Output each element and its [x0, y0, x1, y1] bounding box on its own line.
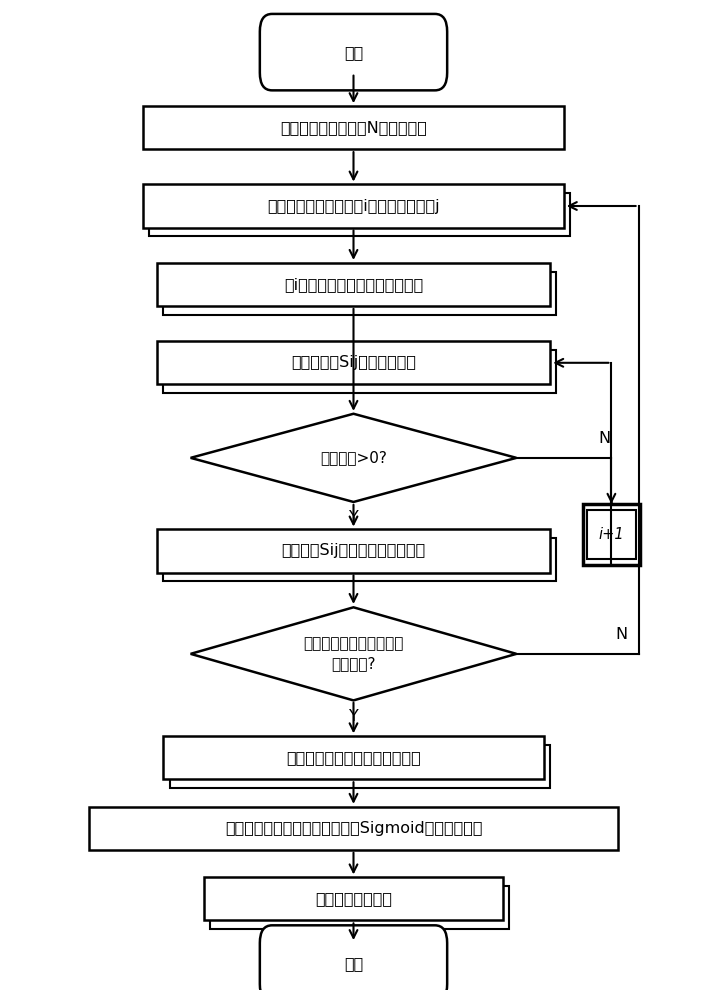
FancyBboxPatch shape	[260, 925, 447, 1000]
Text: 第i个样本各尺度小波域模极大值: 第i个样本各尺度小波域模极大值	[284, 277, 423, 292]
Bar	[143, 184, 564, 228]
Bar	[163, 350, 556, 393]
Bar	[163, 736, 544, 779]
Text: 基于非线性支持向量机特征聚类: 基于非线性支持向量机特征聚类	[286, 750, 421, 765]
Text: Y: Y	[349, 510, 358, 525]
Text: 所有样本各尺度李氏指数
判断完毕?: 所有样本各尺度李氏指数 判断完毕?	[303, 636, 404, 671]
Text: 采样标准件无缺陷处N个信号样本: 采样标准件无缺陷处N个信号样本	[280, 120, 427, 135]
Bar	[170, 745, 549, 788]
Bar	[204, 877, 503, 920]
Text: Y: Y	[349, 709, 358, 724]
Polygon shape	[191, 414, 516, 502]
Bar	[157, 263, 550, 306]
Bar	[163, 538, 556, 581]
Polygon shape	[191, 607, 516, 700]
Text: N: N	[599, 431, 611, 446]
Bar	[143, 106, 564, 149]
Text: 结束: 结束	[344, 956, 363, 971]
Text: i+1: i+1	[599, 527, 624, 542]
Text: 初始化样本训练集编号i、小波基及尺度j: 初始化样本训练集编号i、小波基及尺度j	[267, 198, 440, 214]
Text: 计算各尺度Sij下的李氏指数: 计算各尺度Sij下的李氏指数	[291, 355, 416, 370]
Text: 记录尺度Sij下的模极大值及位置: 记录尺度Sij下的模极大值及位置	[281, 543, 426, 558]
Bar	[89, 807, 618, 850]
Text: 开始: 开始	[344, 45, 363, 60]
Bar	[149, 193, 570, 236]
Bar	[583, 504, 641, 565]
Bar	[157, 341, 550, 384]
Text: 稀疏表征鉴别矢量: 稀疏表征鉴别矢量	[315, 891, 392, 906]
Bar	[587, 510, 636, 559]
Text: N: N	[616, 627, 628, 642]
Bar	[157, 529, 550, 573]
Text: 基于相关熵的自适应观测模型及Sigmoid函数的归一化: 基于相关熵的自适应观测模型及Sigmoid函数的归一化	[225, 821, 482, 836]
FancyBboxPatch shape	[260, 14, 447, 90]
Bar	[210, 886, 509, 929]
Text: 李氏指数>0?: 李氏指数>0?	[320, 450, 387, 465]
Bar	[163, 272, 556, 315]
